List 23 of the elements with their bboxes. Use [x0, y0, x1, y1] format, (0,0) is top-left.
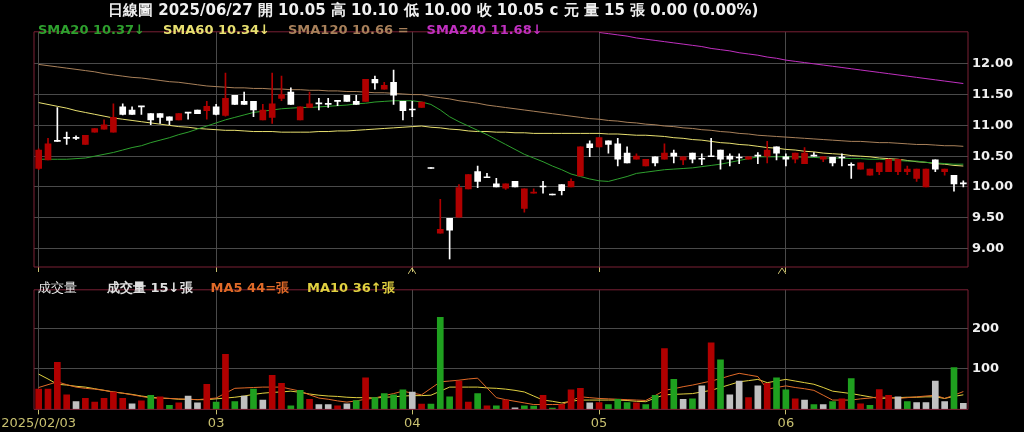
y-tick-label: 11.00 — [972, 116, 1014, 132]
y-tick-label: 200 — [972, 319, 1000, 335]
y-tick-label: 9.50 — [972, 209, 1005, 225]
x-tick-label: 04 — [404, 414, 421, 430]
text: SMA120 10.66 = — [288, 22, 409, 38]
y-tick-label: 11.50 — [972, 85, 1014, 101]
text: 成交量 15↓張 — [107, 280, 193, 296]
text: SMA20 10.37↓ — [38, 22, 145, 38]
x-tick-label: 06 — [777, 414, 795, 430]
text: MA5 44=張 — [210, 280, 290, 296]
text: MA10 36↑張 — [307, 280, 395, 296]
y-tick-label: 12.00 — [972, 55, 1014, 71]
y-tick-label: 9.00 — [972, 239, 1005, 255]
x-tick-label: 03 — [207, 414, 225, 430]
x-tick-label: 2025/02/03 — [1, 414, 77, 430]
y-tick-label: 10.00 — [972, 178, 1014, 194]
x-tick-label: 05 — [590, 414, 608, 430]
text: SMA60 10.34↓ — [163, 22, 270, 38]
chart-title: 成交量 — [38, 280, 77, 296]
y-tick-label: 100 — [972, 360, 1000, 376]
text: SMA240 11.68↓ — [426, 22, 543, 38]
chart-title: 日線圖 2025/06/27 開 10.05 高 10.10 低 10.00 收 10.05 c 元 量 15 張 0.00 (0.00%) — [108, 0, 759, 20]
y-tick-label: 10.50 — [972, 147, 1014, 163]
